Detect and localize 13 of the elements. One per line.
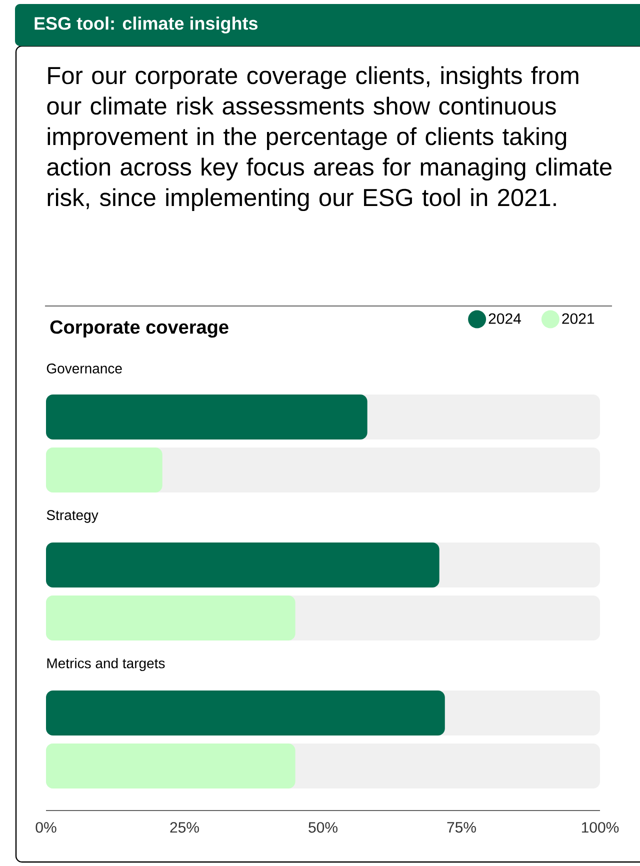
legend-label: 2024: [488, 313, 521, 324]
legend-label: 2021: [562, 313, 594, 324]
chart-subtitle: For our corporate coverage clients, insights from our climate risk assessments show continuous improvement in the percentage of clients taking action across key focus areas for managing climate risk, since implementing our ESG tool in 2021.: [47, 66, 612, 212]
x-tick-label: 100%: [582, 822, 619, 833]
y-tick-label: Metrics and targets: [47, 658, 165, 672]
x-tick-label: 50%: [308, 822, 338, 833]
x-tick-label: 75%: [447, 822, 476, 833]
y-tick-label: Strategy: [46, 510, 98, 523]
x-tick-label: 25%: [170, 822, 199, 833]
x-tick-label: 0%: [36, 822, 56, 833]
y-tick-label: Governance: [46, 364, 122, 374]
text: Corporate coverage: [50, 320, 228, 338]
chart-title: ESG tool: climate insights: [34, 16, 258, 34]
